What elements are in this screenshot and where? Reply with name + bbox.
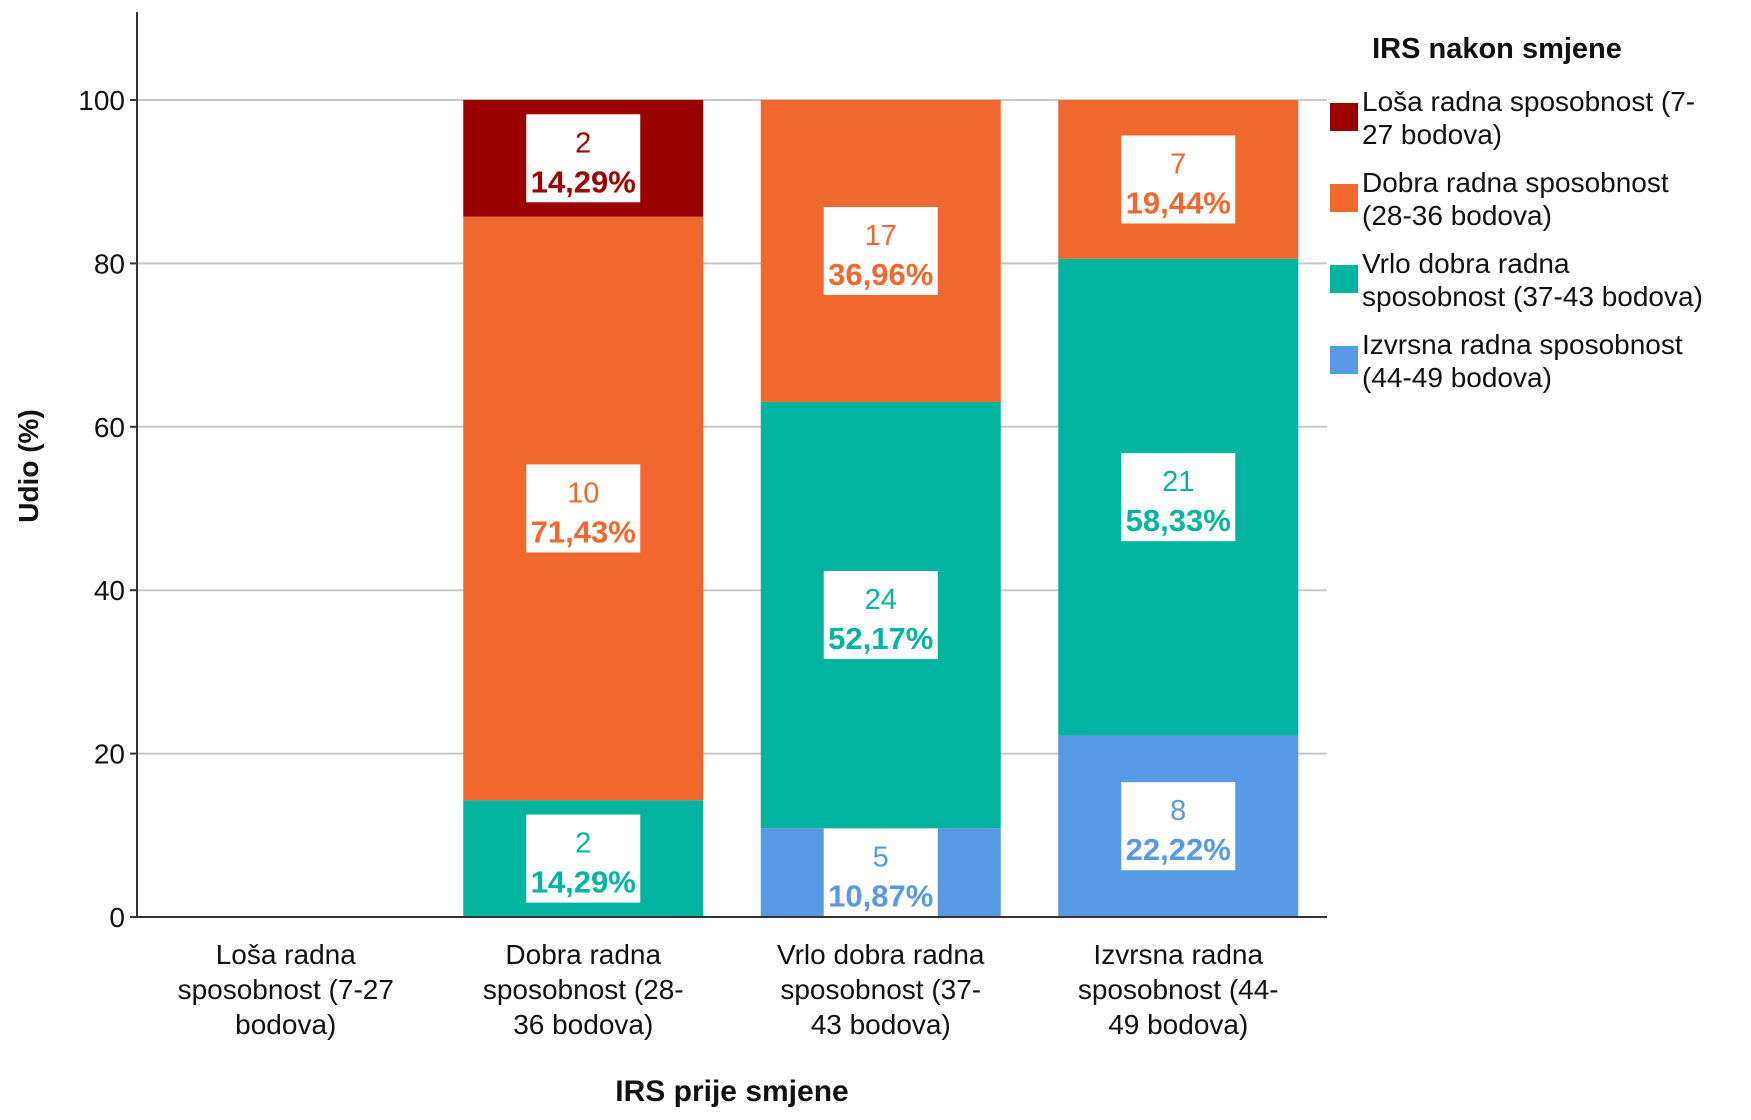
y-tick-label: 40 xyxy=(94,575,125,606)
legend-label: Dobra radna sposobnost (28-36 bodova) xyxy=(1362,167,1669,231)
y-tick-label: 60 xyxy=(94,412,125,443)
axes xyxy=(136,12,1327,918)
data-label-percent: 71,43% xyxy=(531,514,636,549)
data-label-count: 2 xyxy=(575,127,591,159)
data-label-percent: 14,29% xyxy=(531,865,636,900)
data-label-count: 10 xyxy=(567,477,599,509)
data-label-percent: 14,29% xyxy=(531,164,636,199)
data-label-box xyxy=(526,464,641,553)
y-tick-label: 100 xyxy=(78,85,125,116)
y-tick-labels: 0 20 40 60 80 100 xyxy=(78,85,137,933)
x-tick-label: Izvrsna radna sposobnost (44-49 bodova) xyxy=(1078,939,1279,1040)
data-label-box xyxy=(526,114,641,203)
y-tick-label: 0 xyxy=(109,902,125,933)
data-label-percent: 36,96% xyxy=(828,257,933,292)
data-label-box xyxy=(1121,782,1236,871)
data-label-percent: 10,87% xyxy=(828,879,933,914)
data-label-percent: 19,44% xyxy=(1126,185,1231,220)
data-label-count: 21 xyxy=(1162,466,1194,498)
legend-label: Vrlo dobra radna sposobnost (37-43 bodova… xyxy=(1362,248,1703,312)
data-labels: 2 14,29% 10 71,43% 2 14,29% 5 10,87% 24 52,17% 17 3… xyxy=(526,114,1236,917)
legend-swatch xyxy=(1330,265,1358,293)
x-tick-label: Loša radna sposobnost (7-27 bodova) xyxy=(178,939,394,1040)
legend-title: IRS nakon smjene xyxy=(1372,33,1622,65)
data-label-box xyxy=(1121,453,1236,542)
data-label-count: 17 xyxy=(865,220,897,252)
data-label-percent: 22,22% xyxy=(1126,832,1231,867)
legend: IRS nakon smjene Loša radna sposobnost (… xyxy=(1330,33,1703,393)
data-label-box xyxy=(823,206,938,295)
legend-label: Loša radna sposobnost (7-27 bodova) xyxy=(1362,86,1695,150)
x-tick-label: Dobra radna sposobnost (28-36 bodova) xyxy=(483,939,684,1040)
data-label-box xyxy=(526,814,641,903)
data-label-count: 2 xyxy=(575,828,591,860)
x-tick-labels: Loša radna sposobnost (7-27 bodova) Dobra r… xyxy=(178,939,1279,1040)
data-label-box xyxy=(823,571,938,660)
data-label-count: 24 xyxy=(865,584,897,616)
data-label-percent: 58,33% xyxy=(1126,503,1231,538)
data-label-count: 5 xyxy=(873,842,889,874)
legend-swatch xyxy=(1330,184,1358,212)
legend-label: Izvrsna radna sposobnost (44-49 bodova) xyxy=(1362,329,1683,393)
y-axis-label: Udio (%) xyxy=(13,409,44,523)
data-label-count: 7 xyxy=(1170,148,1186,180)
legend-swatch xyxy=(1330,103,1358,131)
data-label-box xyxy=(823,828,938,917)
legend-swatch xyxy=(1330,346,1358,374)
y-tick-label: 20 xyxy=(94,739,125,770)
y-tick-label: 80 xyxy=(94,248,125,279)
x-axis-label: IRS prije smjene xyxy=(615,1075,848,1108)
data-label-percent: 52,17% xyxy=(828,621,933,656)
data-label-box xyxy=(1121,135,1236,224)
x-tick-label: Vrlo dobra radna sposobnost (37-43 bodova… xyxy=(777,939,985,1040)
data-label-count: 8 xyxy=(1170,795,1186,827)
